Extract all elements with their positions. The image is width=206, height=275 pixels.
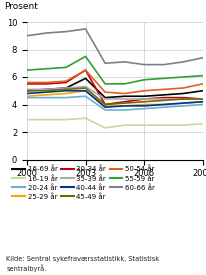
Legend: 16-69 år, 16-19 år, 20-24 år, 25-29 år, 30-34 år, 35-39 år, 40-44 år, 45-49 år, : 16-69 år, 16-19 år, 20-24 år, 25-29 år, … — [10, 163, 157, 203]
Text: Prosent: Prosent — [4, 2, 38, 11]
Text: Kilde: Sentral sykefraværsstatistikk, Statistisk
sentralbyrå.: Kilde: Sentral sykefraværsstatistikk, St… — [6, 256, 159, 272]
